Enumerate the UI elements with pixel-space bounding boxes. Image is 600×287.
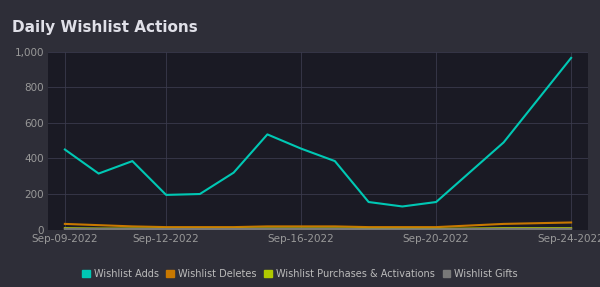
Wishlist Adds xyxy=(95,172,102,175)
Wishlist Adds xyxy=(163,193,170,197)
Wishlist Deletes xyxy=(95,223,102,227)
Wishlist Gifts xyxy=(365,228,372,231)
Wishlist Adds xyxy=(399,205,406,208)
Wishlist Purchases & Activations xyxy=(399,227,406,231)
Wishlist Gifts xyxy=(399,228,406,231)
Wishlist Gifts xyxy=(298,227,305,231)
Wishlist Purchases & Activations xyxy=(163,227,170,231)
Wishlist Gifts xyxy=(433,228,440,231)
Wishlist Gifts xyxy=(196,227,203,231)
Wishlist Gifts xyxy=(230,227,237,231)
Wishlist Purchases & Activations xyxy=(264,227,271,230)
Line: Wishlist Purchases & Activations: Wishlist Purchases & Activations xyxy=(65,228,571,229)
Wishlist Gifts xyxy=(129,227,136,231)
Wishlist Adds xyxy=(331,159,338,163)
Legend: Wishlist Adds, Wishlist Deletes, Wishlist Purchases & Activations, Wishlist Gift: Wishlist Adds, Wishlist Deletes, Wishlis… xyxy=(82,269,518,279)
Wishlist Deletes xyxy=(129,225,136,228)
Wishlist Adds xyxy=(264,133,271,136)
Wishlist Deletes xyxy=(568,221,575,224)
Wishlist Purchases & Activations xyxy=(568,226,575,230)
Wishlist Adds xyxy=(230,171,237,174)
Wishlist Purchases & Activations xyxy=(196,227,203,231)
Line: Wishlist Deletes: Wishlist Deletes xyxy=(65,222,571,227)
Wishlist Adds xyxy=(433,200,440,204)
Wishlist Deletes xyxy=(163,225,170,229)
Wishlist Adds xyxy=(500,141,507,144)
Wishlist Deletes xyxy=(433,225,440,229)
Wishlist Deletes xyxy=(196,225,203,229)
Wishlist Gifts xyxy=(61,227,68,231)
Wishlist Adds xyxy=(129,159,136,163)
Wishlist Adds xyxy=(196,192,203,196)
Wishlist Gifts xyxy=(95,227,102,231)
Wishlist Deletes xyxy=(298,225,305,228)
Wishlist Deletes xyxy=(264,225,271,228)
Wishlist Adds xyxy=(365,200,372,204)
Wishlist Purchases & Activations xyxy=(500,226,507,230)
Wishlist Purchases & Activations xyxy=(95,227,102,230)
Wishlist Adds xyxy=(568,56,575,60)
Wishlist Deletes xyxy=(365,225,372,229)
Wishlist Purchases & Activations xyxy=(129,227,136,230)
Wishlist Purchases & Activations xyxy=(230,227,237,231)
Wishlist Deletes xyxy=(331,225,338,228)
Text: Daily Wishlist Actions: Daily Wishlist Actions xyxy=(12,20,198,35)
Wishlist Adds xyxy=(298,147,305,150)
Wishlist Deletes xyxy=(61,222,68,226)
Line: Wishlist Adds: Wishlist Adds xyxy=(65,58,571,206)
Wishlist Adds xyxy=(61,148,68,151)
Wishlist Gifts xyxy=(568,227,575,231)
Wishlist Purchases & Activations xyxy=(433,227,440,231)
Wishlist Gifts xyxy=(500,227,507,231)
Wishlist Deletes xyxy=(500,222,507,226)
Wishlist Purchases & Activations xyxy=(298,227,305,230)
Wishlist Purchases & Activations xyxy=(331,227,338,230)
Wishlist Gifts xyxy=(331,227,338,231)
Wishlist Gifts xyxy=(264,227,271,231)
Wishlist Deletes xyxy=(399,225,406,229)
Wishlist Gifts xyxy=(163,227,170,231)
Wishlist Deletes xyxy=(230,225,237,229)
Wishlist Purchases & Activations xyxy=(61,226,68,230)
Wishlist Purchases & Activations xyxy=(365,227,372,231)
